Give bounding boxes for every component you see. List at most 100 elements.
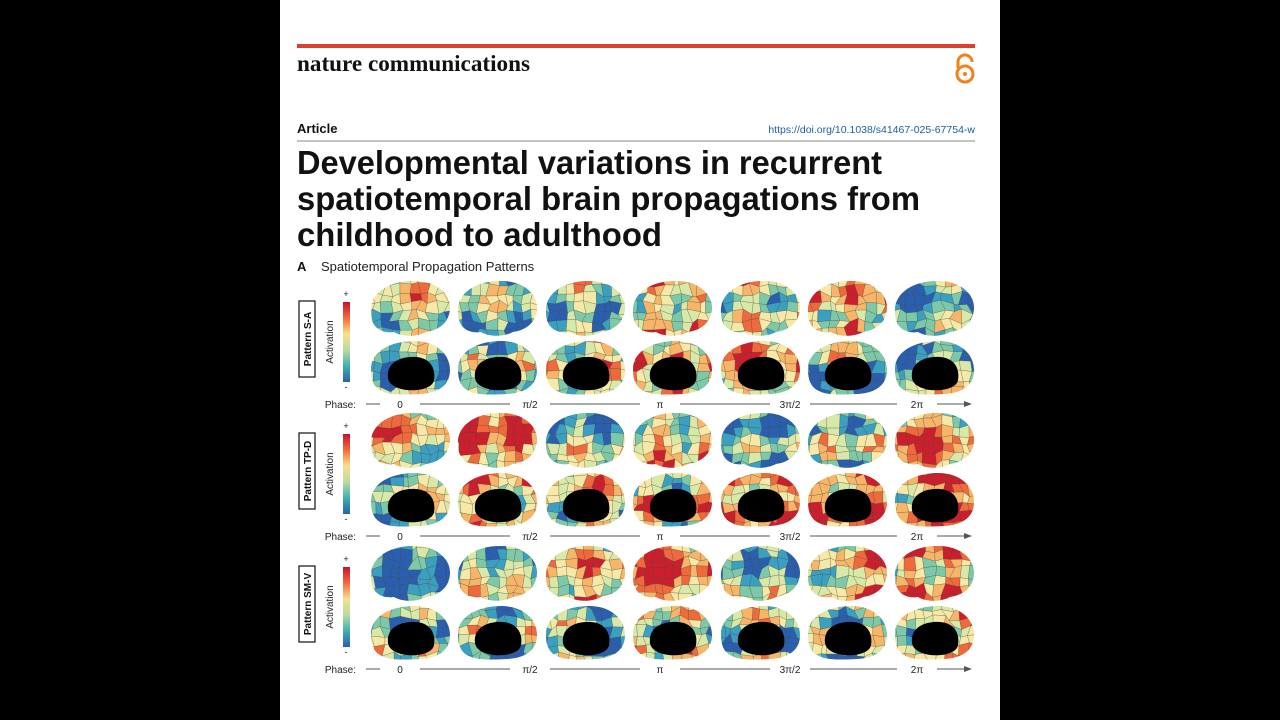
parcel	[410, 327, 419, 336]
phase-tick-bg	[897, 530, 937, 542]
parcel	[524, 625, 532, 635]
parcel	[389, 521, 400, 527]
parcel	[379, 301, 394, 314]
parcel	[565, 283, 575, 295]
parcel	[534, 358, 538, 373]
parcel	[665, 328, 676, 336]
parcel	[752, 597, 764, 601]
phase-tick: 3π/2	[780, 532, 801, 543]
phase-label: Phase:	[325, 400, 356, 411]
colorbar	[343, 434, 350, 514]
colorbar	[343, 567, 350, 647]
parcel	[673, 328, 683, 336]
parcel	[497, 329, 509, 336]
medial-wall	[649, 356, 697, 391]
parcel	[505, 655, 517, 660]
phase-tick-bg	[640, 530, 680, 542]
phase-tick-bg	[640, 663, 680, 675]
phase-label: Phase:	[325, 532, 356, 543]
parcel	[443, 499, 451, 514]
phase-tick: π	[657, 665, 664, 676]
parcel	[707, 566, 713, 577]
medial-wall	[911, 488, 959, 523]
parcel	[749, 445, 761, 454]
parcel	[458, 432, 470, 443]
parcel	[932, 459, 944, 468]
parcel	[882, 491, 888, 504]
title-line: spatiotemporal brain propagations from	[297, 180, 920, 217]
medial-wall	[824, 621, 872, 656]
phase-tick: π/2	[522, 400, 538, 411]
title-line: childhood to adulthood	[297, 216, 662, 253]
parcel	[621, 491, 626, 504]
parcel	[732, 308, 744, 323]
parcel	[524, 619, 533, 628]
phase-tick: π/2	[522, 665, 538, 676]
parcel	[882, 433, 888, 447]
parcel	[921, 451, 937, 466]
parcel	[583, 655, 595, 660]
parcel	[409, 652, 420, 660]
parcel	[747, 390, 762, 395]
medial-wall	[474, 488, 522, 523]
parcel	[792, 626, 801, 640]
parcel	[966, 303, 975, 315]
parcel	[531, 432, 538, 445]
pattern-label: Pattern TP-D	[298, 432, 316, 510]
parcel	[573, 577, 583, 587]
parcel	[436, 619, 447, 628]
parcel	[652, 521, 663, 527]
parcel	[904, 304, 918, 314]
parcel	[935, 565, 946, 578]
parcel	[573, 596, 587, 601]
medial-wall	[649, 621, 697, 656]
parcel	[673, 458, 684, 468]
parcel	[573, 522, 588, 527]
parcel	[700, 300, 706, 314]
parcel	[930, 522, 946, 527]
parcel	[793, 500, 801, 512]
parcel	[881, 304, 888, 315]
parcel	[905, 311, 918, 322]
colorbar-label: Activation	[325, 585, 336, 628]
medial-wall	[474, 621, 522, 656]
medial-wall	[562, 356, 610, 391]
pattern-label-text: Pattern SM-V	[303, 573, 314, 636]
parcel	[767, 426, 781, 438]
parcel	[443, 302, 451, 313]
parcel	[660, 458, 676, 468]
parcel	[967, 634, 975, 646]
parcel	[619, 568, 626, 580]
parcel	[476, 520, 487, 527]
colorbar-label: Activation	[325, 320, 336, 363]
parcel	[530, 564, 538, 580]
medial-wall	[649, 488, 697, 523]
phase-tick: 3π/2	[780, 665, 801, 676]
parcel	[534, 500, 538, 515]
parcel	[652, 567, 666, 579]
parcel	[398, 329, 413, 336]
parcel	[942, 522, 955, 527]
pattern-label-box	[298, 432, 316, 510]
colorbar-minus: -	[345, 647, 348, 657]
brain-map	[632, 473, 713, 527]
doi-link[interactable]: https://doi.org/10.1038/s41467-025-67754…	[768, 124, 975, 136]
medial-wall	[387, 621, 435, 656]
phase-tick: 2π	[911, 665, 924, 676]
medial-wall	[387, 488, 435, 523]
medial-wall	[737, 621, 785, 656]
parcel	[531, 423, 538, 433]
colorbar-minus: -	[345, 514, 348, 524]
phase-tick: 0	[397, 532, 403, 543]
parcel	[837, 596, 848, 601]
medial-wall	[737, 356, 785, 391]
header-rule	[297, 44, 975, 48]
parcel	[372, 371, 381, 382]
parcel	[808, 442, 820, 457]
phase-tick-bg	[380, 398, 420, 410]
phase-tick: 3π/2	[780, 400, 801, 411]
brain-map	[894, 341, 975, 395]
parcel	[618, 294, 626, 304]
parcel	[530, 308, 538, 320]
parcel	[739, 520, 751, 527]
